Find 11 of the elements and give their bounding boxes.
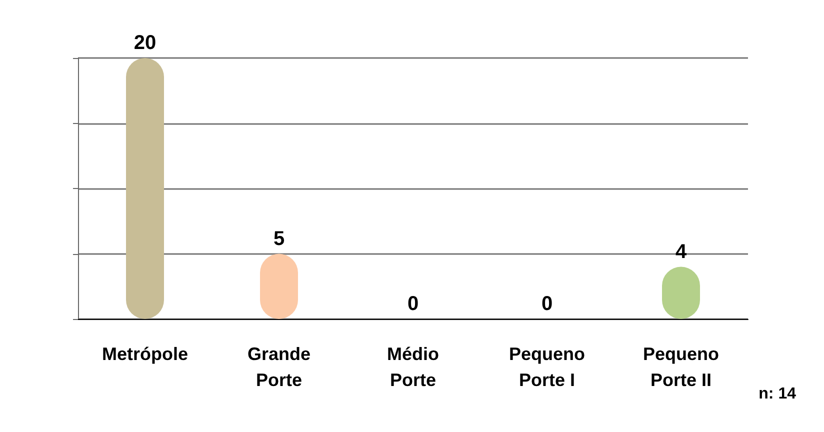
data-label: 0: [407, 293, 419, 315]
x-tick-label: Metrópole: [102, 344, 188, 364]
x-tick-label: Pequeno Porte II: [642, 344, 720, 390]
data-label: 4: [675, 240, 688, 263]
x-tick-label: Pequeno Porte I: [508, 344, 586, 390]
data-label: 20: [134, 32, 156, 54]
x-tick-label: Grande Porte: [247, 344, 311, 390]
data-label: 5: [273, 228, 285, 250]
data-label: 0: [541, 293, 553, 315]
x-tick-label: Médio Porte: [387, 344, 439, 390]
text: n: 14: [758, 386, 796, 402]
